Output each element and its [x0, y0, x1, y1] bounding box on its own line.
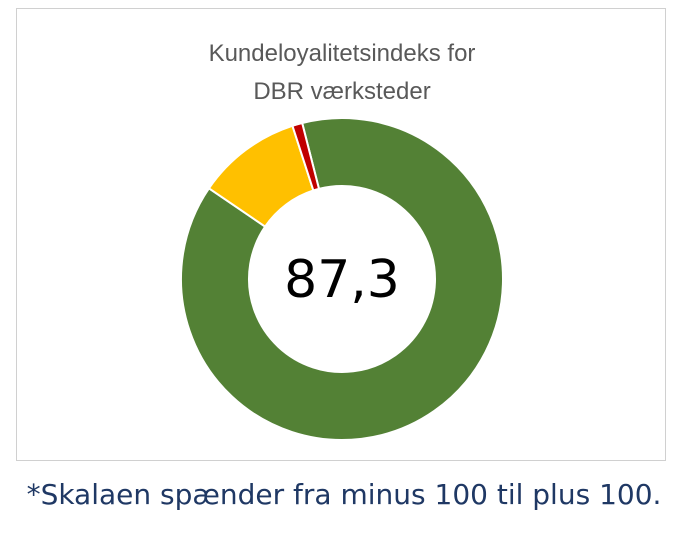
- donut-slice-1: [180, 117, 504, 441]
- donut-slice-3: [291, 121, 321, 192]
- donut-slices: [180, 117, 504, 441]
- center-value-label: 87,3: [284, 250, 400, 310]
- donut-chart: 87,3: [180, 117, 504, 441]
- chart-area: Kundeloyalitetsindeks for DBR værksteder…: [16, 8, 666, 461]
- footnote: *Skalaen spænder fra minus 100 til plus …: [26, 478, 662, 511]
- chart-title-line-2: DBR værksteder: [253, 78, 431, 105]
- chart-title: Kundeloyalitetsindeks for DBR værksteder: [17, 35, 667, 111]
- chart-title-line-1: Kundeloyalitetsindeks for: [208, 40, 476, 67]
